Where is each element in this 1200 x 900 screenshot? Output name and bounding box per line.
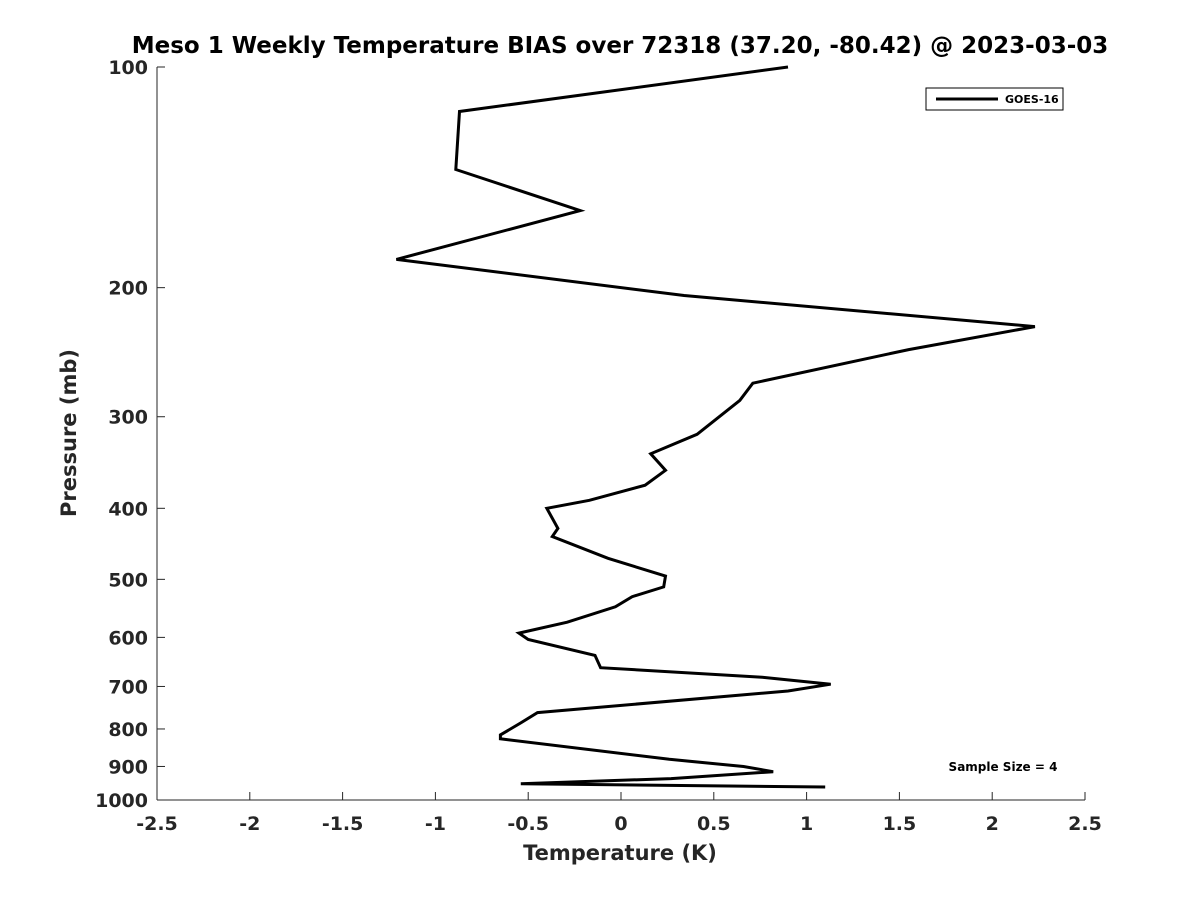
y-tick-label: 600 (108, 627, 148, 649)
y-tick-label: 800 (108, 719, 148, 741)
y-tick-label: 300 (108, 407, 148, 429)
x-tick-label: 2 (986, 813, 999, 835)
y-tick-label: 700 (108, 676, 148, 698)
y-tick-label: 900 (108, 756, 148, 778)
y-axis-label: Pressure (mb) (57, 349, 81, 517)
x-tick-label: -2 (239, 813, 260, 835)
x-tick-label: 1.5 (883, 813, 917, 835)
x-axis-label: Temperature (K) (523, 841, 717, 865)
x-axis-ticks: -2.5 -2 -1.5 -1 -0.5 0 0.5 1 1.5 2 2.5 (136, 792, 1102, 835)
x-tick-label: 2.5 (1068, 813, 1102, 835)
x-tick-label: -2.5 (136, 813, 178, 835)
series-group (396, 65, 1036, 789)
y-tick-label: 500 (108, 569, 148, 591)
y-tick-label: 400 (108, 498, 148, 520)
x-tick-label: 0.5 (697, 813, 731, 835)
y-tick-label: 100 (108, 57, 148, 79)
legend-entry-goes-16: GOES-16 (1005, 93, 1059, 106)
x-tick-label: -1.5 (322, 813, 364, 835)
y-tick-label: 1000 (95, 790, 148, 812)
legend: GOES-16 (925, 87, 1064, 111)
x-tick-label: 1 (800, 813, 813, 835)
x-tick-label: 0 (614, 813, 627, 835)
x-tick-label: -1 (425, 813, 446, 835)
series-line-goes-16 (396, 65, 1036, 789)
chart-title: Meso 1 Weekly Temperature BIAS over 7231… (132, 33, 1109, 59)
y-axis-ticks: 100 200 300 400 500 600 700 800 900 1000 (95, 57, 165, 812)
sample-size-annotation: Sample Size = 4 (949, 760, 1058, 774)
y-tick-label: 200 (108, 278, 148, 300)
x-tick-label: -0.5 (507, 813, 549, 835)
